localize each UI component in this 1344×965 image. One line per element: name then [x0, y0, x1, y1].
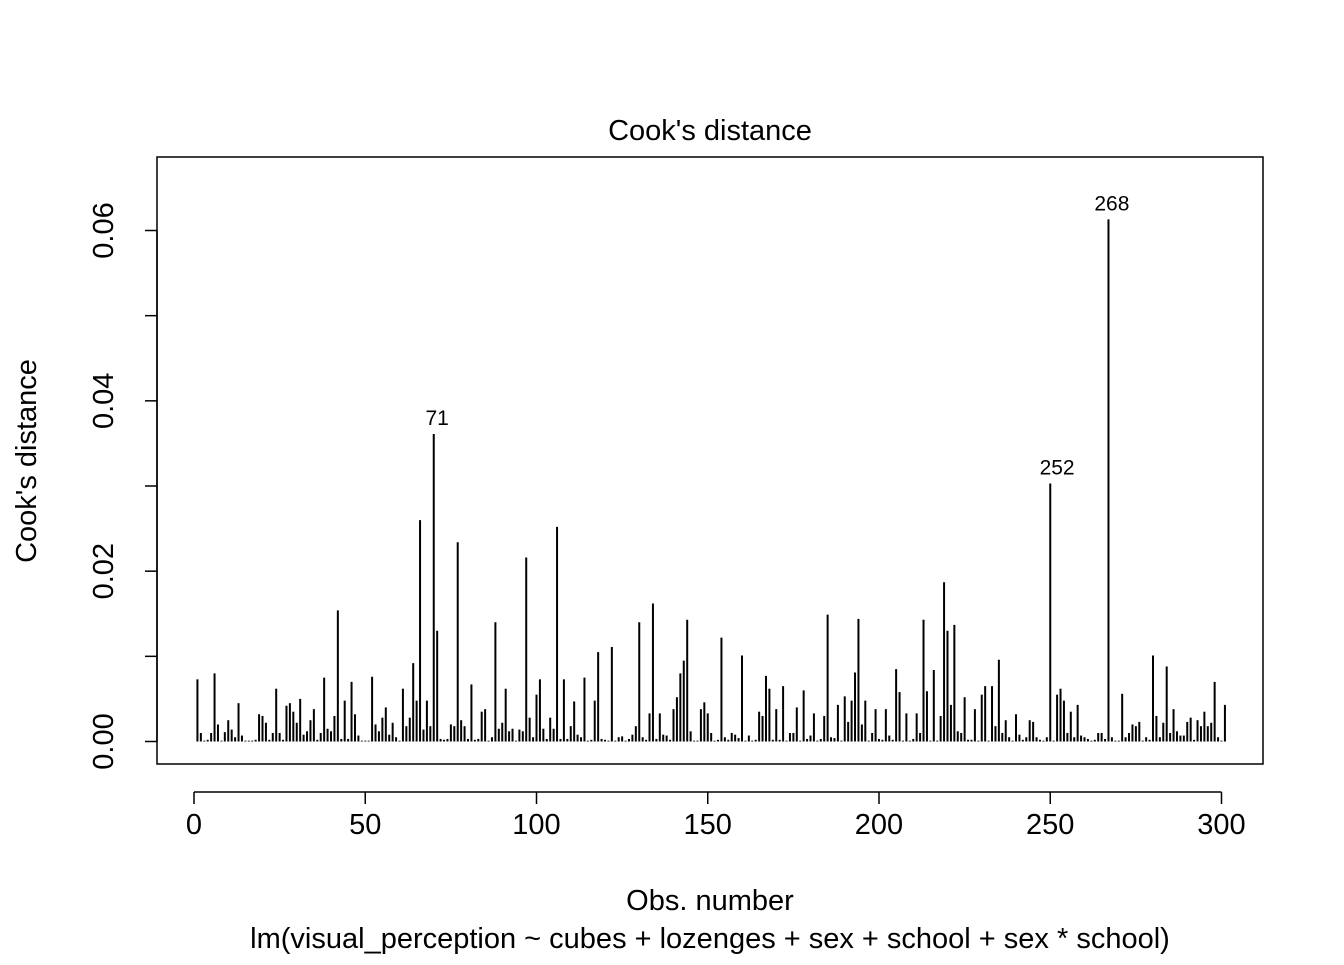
- x-tick-label: 0: [186, 809, 202, 841]
- model-subtitle: lm(visual_perception ~ cubes + lozenges …: [250, 923, 1170, 955]
- y-tick-label: 0.00: [88, 713, 120, 769]
- y-axis-label: Cook's distance: [11, 359, 43, 563]
- bars-group: [196, 219, 1226, 742]
- y-axis: 0.00 0.02 0.04 0.06: [88, 202, 158, 770]
- point-label-252: 252: [1040, 456, 1075, 479]
- y-tick-label: 0.04: [88, 373, 120, 429]
- plot-frame: [156, 156, 1264, 765]
- x-tick-label: 300: [1197, 809, 1245, 841]
- annotations-group: 71 252 268: [425, 192, 1129, 479]
- x-tick-label: 250: [1026, 809, 1074, 841]
- x-tick-label: 50: [349, 809, 381, 841]
- point-label-268: 268: [1094, 192, 1129, 215]
- y-tick-label: 0.06: [88, 202, 120, 258]
- x-tick-label: 100: [512, 809, 560, 841]
- x-tick-label: 150: [684, 809, 732, 841]
- x-tick-label: 200: [855, 809, 903, 841]
- x-axis-label: Obs. number: [626, 885, 794, 917]
- point-label-71: 71: [425, 407, 448, 430]
- chart-title: Cook's distance: [608, 115, 812, 147]
- y-tick-label: 0.02: [88, 543, 120, 599]
- x-axis: 0 50 100 150 200 250 300: [186, 791, 1246, 841]
